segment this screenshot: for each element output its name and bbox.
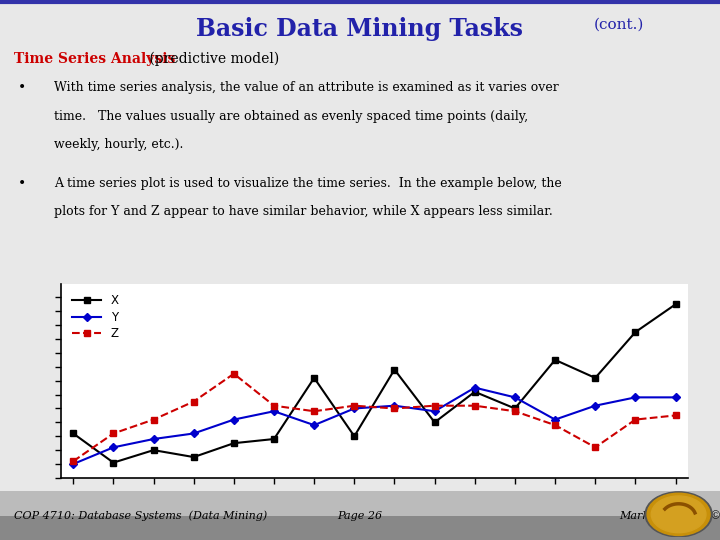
Text: COP 4710: Database Systems  (Data Mining): COP 4710: Database Systems (Data Mining) — [14, 510, 268, 521]
Z — [310, 408, 318, 415]
X — [310, 375, 318, 381]
X — [510, 405, 519, 411]
X — [109, 460, 118, 466]
Y — [631, 394, 639, 401]
Z — [230, 370, 238, 377]
Text: With time series analysis, the value of an attribute is examined as it varies ov: With time series analysis, the value of … — [54, 81, 559, 94]
Y — [551, 416, 559, 423]
X — [631, 329, 639, 335]
Z — [510, 408, 519, 415]
Text: •: • — [17, 177, 26, 191]
Z — [189, 399, 198, 405]
Y — [270, 408, 279, 415]
X — [350, 433, 359, 440]
Y — [591, 402, 600, 409]
Y — [390, 402, 399, 409]
Y — [431, 408, 439, 415]
Z — [470, 402, 479, 409]
Line: X: X — [71, 301, 678, 465]
Circle shape — [645, 492, 712, 537]
Z — [631, 416, 639, 423]
Text: Mark Llewellyn ©: Mark Llewellyn © — [619, 510, 720, 521]
Z — [671, 412, 680, 418]
Circle shape — [647, 493, 710, 536]
Text: A time series plot is used to visualize the time series.  In the example below, : A time series plot is used to visualize … — [54, 177, 562, 190]
Y — [510, 394, 519, 401]
X — [431, 419, 439, 426]
X — [551, 356, 559, 363]
Y — [109, 444, 118, 450]
Z — [149, 416, 158, 423]
Y — [149, 436, 158, 442]
Circle shape — [651, 496, 706, 532]
Bar — [0, 516, 720, 540]
Text: weekly, hourly, etc.).: weekly, hourly, etc.). — [54, 138, 184, 151]
Y — [69, 461, 78, 467]
Text: (cont.): (cont.) — [594, 17, 644, 31]
X — [149, 447, 158, 454]
Text: Time Series Analysis: Time Series Analysis — [14, 52, 176, 65]
Text: plots for Y and Z appear to have similar behavior, while X appears less similar.: plots for Y and Z appear to have similar… — [54, 205, 553, 218]
Z — [350, 402, 359, 409]
X — [671, 301, 680, 308]
Z — [551, 422, 559, 428]
Text: Page 26: Page 26 — [338, 511, 382, 521]
Z — [390, 405, 399, 411]
Text: Basic Data Mining Tasks: Basic Data Mining Tasks — [197, 17, 523, 41]
Z — [431, 402, 439, 409]
Y — [189, 430, 198, 437]
X — [470, 389, 479, 395]
X — [189, 454, 198, 460]
Line: Y: Y — [71, 385, 678, 467]
Bar — [0, 491, 720, 516]
X — [390, 366, 399, 373]
Line: Z: Z — [71, 371, 678, 464]
Text: •: • — [17, 81, 26, 95]
Z — [591, 444, 600, 450]
Y — [230, 416, 238, 423]
Y — [470, 384, 479, 391]
X — [270, 436, 279, 442]
Z — [69, 458, 78, 464]
X — [69, 430, 78, 437]
Y — [310, 422, 318, 428]
Y — [350, 405, 359, 411]
Legend: X, Y, Z: X, Y, Z — [67, 289, 124, 345]
Z — [109, 430, 118, 437]
Text: (predictive model): (predictive model) — [145, 52, 279, 66]
Z — [270, 402, 279, 409]
X — [591, 375, 600, 381]
Text: time.   The values usually are obtained as evenly spaced time points (daily,: time. The values usually are obtained as… — [54, 110, 528, 123]
Y — [671, 394, 680, 401]
X — [230, 440, 238, 447]
